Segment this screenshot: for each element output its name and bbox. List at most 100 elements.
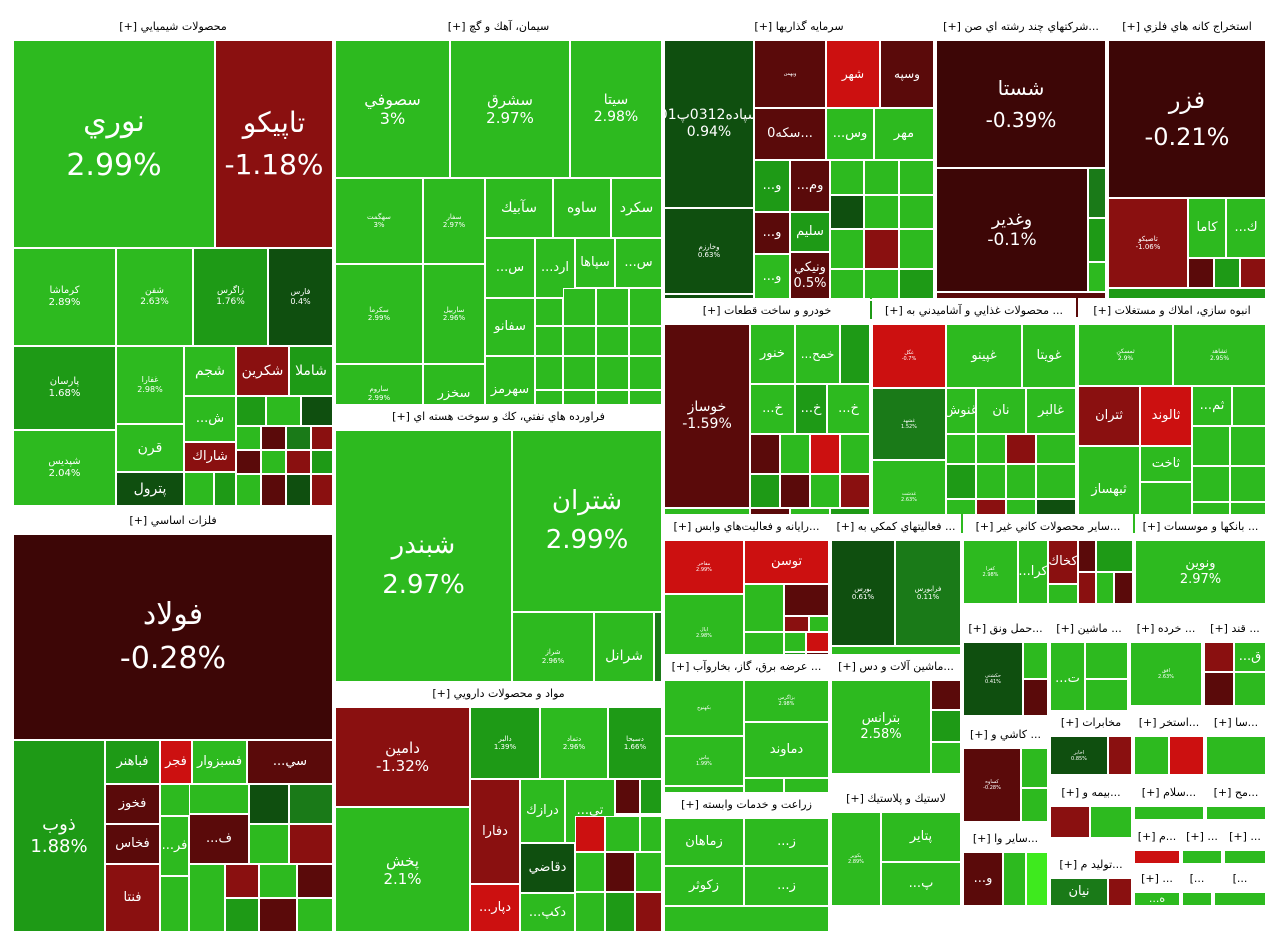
- stock-tile[interactable]: فسبزوار: [192, 740, 247, 784]
- stock-tile-small[interactable]: [563, 288, 596, 326]
- stock-tile-small[interactable]: [750, 474, 780, 508]
- stock-tile-small[interactable]: [946, 434, 976, 464]
- stock-tile-small[interactable]: [864, 160, 899, 195]
- stock-tile[interactable]: فزر -0.21%: [1108, 40, 1266, 198]
- stock-tile[interactable]: ...سي: [247, 740, 333, 784]
- sector-title[interactable]: ... خرده [+]: [1130, 616, 1202, 642]
- stock-tile[interactable]: ساربيل 2.96%: [423, 264, 485, 364]
- stock-tile-small[interactable]: [236, 426, 261, 450]
- stock-tile-small[interactable]: [809, 616, 829, 632]
- stock-tile-small[interactable]: [1021, 788, 1048, 822]
- stock-tile-small[interactable]: [236, 396, 266, 426]
- stock-tile-small[interactable]: [744, 584, 784, 632]
- stock-tile-small[interactable]: [1230, 466, 1266, 502]
- stock-tile[interactable]: ...خ: [795, 384, 827, 434]
- stock-tile-small[interactable]: [1036, 434, 1076, 464]
- stock-tile[interactable]: غنوش: [946, 388, 976, 434]
- stock-tile-small[interactable]: [249, 784, 289, 824]
- stock-tile-small[interactable]: [899, 269, 934, 300]
- stock-tile-small[interactable]: [840, 434, 870, 474]
- sector-title[interactable]: ...م [+]: [1134, 824, 1180, 850]
- stock-tile[interactable]: بترانس 2.58%: [831, 680, 931, 774]
- stock-tile[interactable]: وخارزم 0.63%: [664, 208, 754, 294]
- stock-tile[interactable]: سكرد: [611, 178, 662, 238]
- stock-tile-small[interactable]: [1088, 218, 1106, 262]
- stock-tile[interactable]: سفار 2.97%: [423, 178, 485, 264]
- stock-tile-small[interactable]: [575, 892, 605, 932]
- stock-tile[interactable]: پتاير: [881, 812, 961, 862]
- stock-tile[interactable]: زاگرس 1.76%: [193, 248, 268, 346]
- sector-title[interactable]: ...ساير محصولات كاني غير [+]: [963, 514, 1133, 540]
- stock-tile[interactable]: كفرا 2.98%: [963, 540, 1018, 604]
- stock-tile-small[interactable]: [184, 472, 214, 506]
- stock-tile-small[interactable]: [297, 864, 333, 898]
- stock-tile-small[interactable]: [1023, 642, 1048, 679]
- stock-tile[interactable]: خنور: [750, 324, 795, 384]
- stock-tile-small[interactable]: [575, 816, 605, 852]
- sector-title[interactable]: محصولات شيميايي [+]: [13, 14, 333, 40]
- stock-tile[interactable]: فارس 0.4%: [268, 248, 333, 346]
- stock-tile[interactable]: مفاخر 2.99%: [664, 540, 744, 594]
- stock-tile[interactable]: شاراك: [184, 442, 236, 472]
- stock-tile[interactable]: ونوين 2.97%: [1135, 540, 1266, 604]
- stock-tile-small[interactable]: [629, 326, 662, 356]
- stock-tile[interactable]: سليم: [790, 212, 830, 252]
- stock-tile[interactable]: غشهد 1.52%: [872, 388, 946, 460]
- stock-tile-small[interactable]: [297, 898, 333, 932]
- sector-title[interactable]: ...رايانه و فعاليت‌هاي وابس [+]: [664, 514, 829, 540]
- stock-tile-small[interactable]: [629, 288, 662, 326]
- stock-tile-small[interactable]: [810, 474, 840, 508]
- sector-title[interactable]: ... عرضه برق، گاز، بخاروآب [+]: [664, 654, 829, 680]
- sector-title[interactable]: ...ماشين آلات و دس [+]: [831, 654, 961, 680]
- sector-title[interactable]: ... كاشي و [+]: [963, 722, 1048, 748]
- sector-title[interactable]: ... بانكها و موسسات [+]: [1135, 514, 1266, 540]
- stock-tile-small[interactable]: [899, 229, 934, 269]
- stock-tile[interactable]: ...وس: [826, 108, 874, 160]
- stock-tile-small[interactable]: [1096, 572, 1114, 604]
- stock-tile-small[interactable]: [214, 472, 236, 506]
- stock-tile[interactable]: فباهنر: [105, 740, 160, 784]
- sector-title[interactable]: ...شركتهاي چند رشته اي صن [+]: [936, 14, 1106, 40]
- stock-tile-small[interactable]: [830, 160, 864, 195]
- stock-tile-small[interactable]: [840, 474, 870, 508]
- stock-tile[interactable]: دتماد 2.96%: [540, 707, 608, 779]
- stock-tile[interactable]: شتران 2.99%: [512, 430, 662, 612]
- stock-tile-small[interactable]: [1088, 168, 1106, 218]
- sector-title[interactable]: ...سلام [+]: [1134, 780, 1204, 806]
- stock-tile-small[interactable]: [864, 195, 899, 229]
- stock-tile-small[interactable]: [1050, 806, 1090, 838]
- stock-tile[interactable]: غالبر: [1026, 388, 1076, 434]
- stock-tile-small[interactable]: [289, 824, 333, 864]
- sector-title[interactable]: سيمان، آهك و گچ [+]: [335, 14, 662, 40]
- stock-tile[interactable]: ...ز: [744, 818, 829, 866]
- stock-tile-small[interactable]: [1206, 736, 1266, 775]
- stock-tile[interactable]: سپاده0312پ010.94%: [664, 40, 754, 208]
- stock-tile[interactable]: درازك: [520, 779, 565, 843]
- stock-tile-small[interactable]: [261, 426, 286, 450]
- stock-tile[interactable]: ...وم: [790, 160, 830, 212]
- stock-tile-small[interactable]: [629, 356, 662, 390]
- stock-tile-small[interactable]: [830, 269, 864, 300]
- stock-tile-small[interactable]: [301, 396, 333, 426]
- stock-tile[interactable]: ويهمن: [754, 40, 826, 108]
- stock-tile-small[interactable]: [1036, 464, 1076, 499]
- stock-tile[interactable]: دامين -1.32%: [335, 707, 470, 807]
- stock-tile-small[interactable]: [535, 326, 563, 356]
- stock-tile-small[interactable]: [261, 450, 286, 474]
- stock-tile[interactable]: ذوب 1.88%: [13, 740, 105, 932]
- stock-tile[interactable]: [189, 864, 225, 932]
- stock-tile-small[interactable]: [1078, 572, 1096, 604]
- stock-tile[interactable]: پترول: [116, 472, 184, 506]
- stock-tile-small[interactable]: [1108, 878, 1132, 906]
- stock-tile[interactable]: ...دكپ: [520, 893, 575, 932]
- stock-tile[interactable]: ...ش: [184, 396, 236, 442]
- stock-tile[interactable]: سكرما 2.99%: [335, 264, 423, 364]
- stock-tile-small[interactable]: [1006, 464, 1036, 499]
- stock-tile-small[interactable]: [810, 434, 840, 474]
- stock-tile-small[interactable]: [1204, 672, 1234, 706]
- stock-tile[interactable]: شفن 2.63%: [116, 248, 193, 346]
- stock-tile[interactable]: سكه0...: [754, 108, 826, 160]
- stock-tile-small[interactable]: [1114, 572, 1133, 604]
- stock-tile[interactable]: ...س: [615, 238, 662, 288]
- stock-tile[interactable]: كخاك: [1048, 540, 1078, 584]
